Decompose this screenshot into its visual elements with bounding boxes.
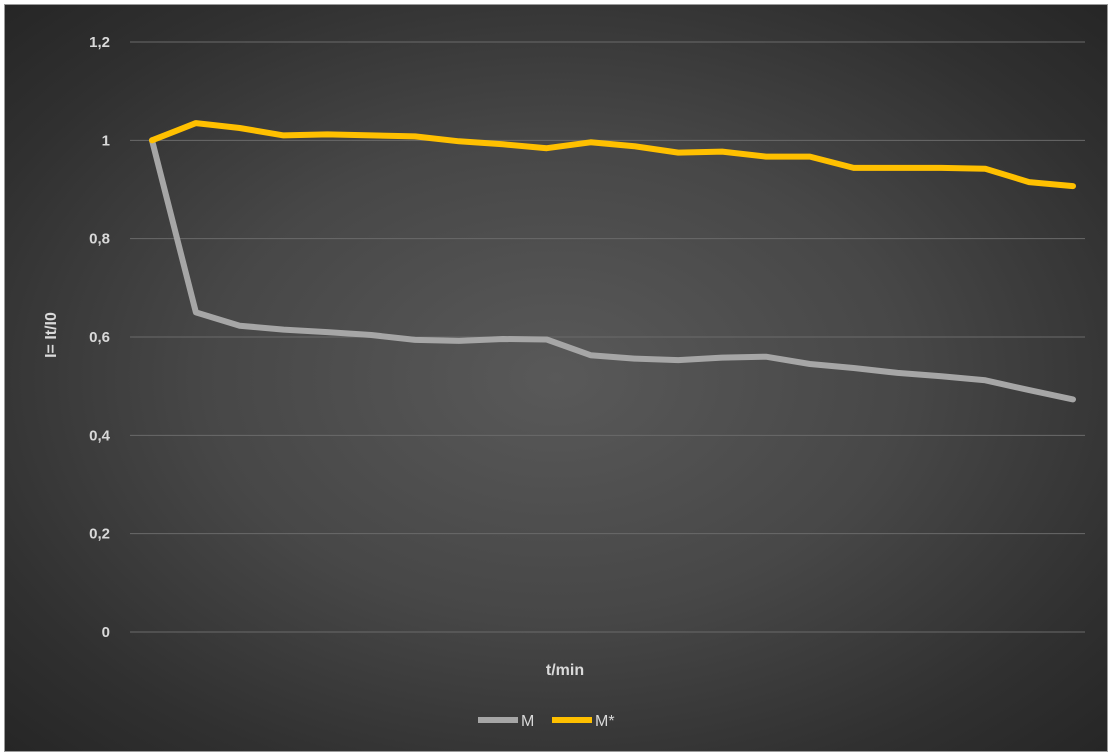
legend: M M* [478, 713, 615, 730]
y-tick-label: 1,2 [89, 34, 110, 51]
y-tick-label: 0,2 [89, 526, 110, 543]
y-tick-label: 1 [102, 132, 110, 149]
y-axis-title: I= It/I0 [43, 312, 60, 358]
x-axis-title: t/min [546, 662, 584, 679]
y-tick-label: 0,6 [89, 329, 110, 346]
series-line-m [149, 137, 1076, 403]
y-tick-label: 0 [102, 624, 110, 641]
y-tick-labels: 0 0,2 0,4 0,6 0,8 1 1,2 [89, 34, 111, 641]
gridlines [130, 41, 1085, 633]
legend-label: M* [595, 713, 615, 730]
y-tick-label: 0,4 [89, 427, 111, 444]
y-tick-label: 0,8 [89, 231, 110, 248]
series-line-m-star [149, 120, 1076, 190]
legend-label: M [521, 713, 534, 730]
series-lines [149, 120, 1076, 403]
